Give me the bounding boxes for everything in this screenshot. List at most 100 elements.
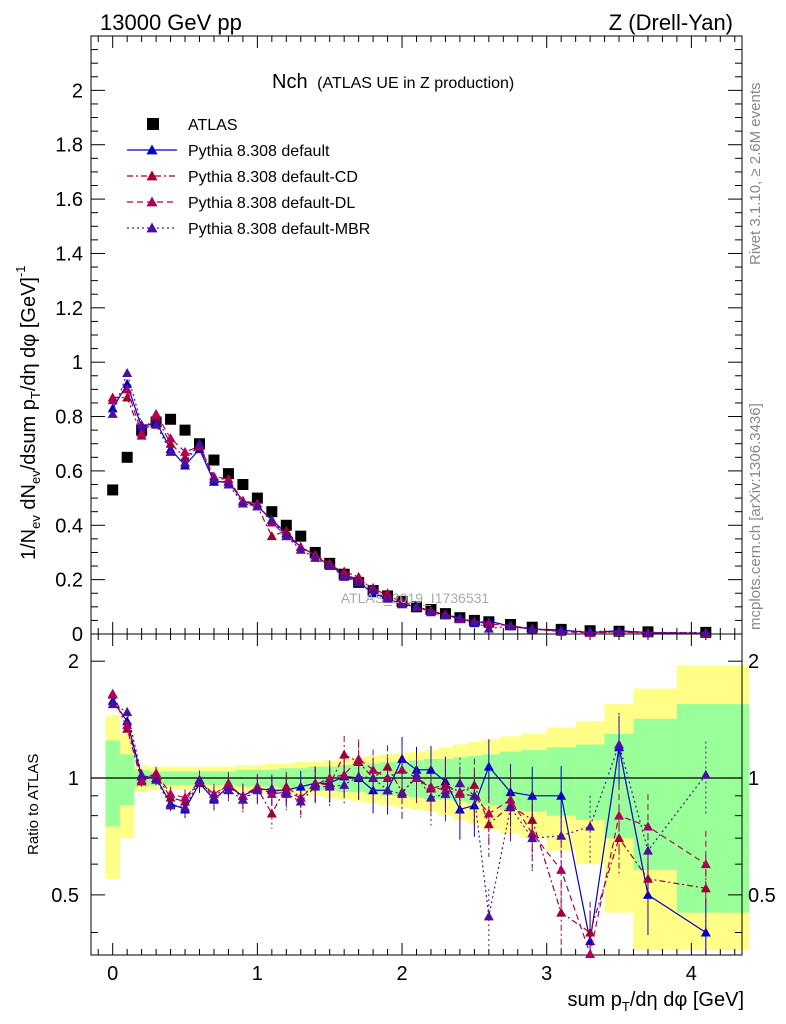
ratio-series-point (107, 688, 118, 698)
ratio-series-point (614, 810, 625, 820)
x-tick-label: 1 (252, 963, 263, 985)
main-series-point (165, 438, 176, 448)
ratio-series-point (425, 781, 436, 791)
band-inner-bin (119, 754, 135, 806)
y-tick-label: 2 (72, 80, 83, 102)
x-tick-label: 0 (107, 963, 118, 985)
ratio-series-point (642, 845, 653, 855)
header-left: 13000 GeV pp (100, 10, 242, 35)
y-tick-label: 0.4 (55, 515, 83, 537)
legend-label: ATLAS (188, 117, 238, 134)
legend-label: Pythia 8.308 default-DL (188, 195, 355, 212)
ratio-series-point (339, 749, 350, 759)
ratio-series-point (136, 774, 147, 784)
main-series-point (425, 607, 436, 617)
main-series-point (382, 593, 393, 603)
ratio-series-point (614, 739, 625, 749)
ratio-series-point (440, 788, 451, 798)
band-inner-bin (676, 704, 750, 913)
ratio-series-line (112, 694, 706, 934)
ratio-series-point (223, 785, 234, 795)
main-series-point (180, 457, 191, 467)
ratio-series-point (252, 785, 263, 795)
atlas-data-point (237, 479, 249, 490)
ratio-series-point (700, 883, 711, 893)
main-series-point (136, 427, 147, 437)
ratio-series-point (556, 864, 567, 874)
main-series-point (440, 610, 451, 620)
ratio-series-point (382, 785, 393, 795)
main-series-point (411, 601, 422, 611)
y-tick-label: 1.8 (55, 135, 83, 157)
plot-title: Nch (ATLAS UE in Z production) (272, 71, 514, 93)
main-series-point (339, 571, 350, 581)
ratio-series-point (122, 719, 133, 729)
axes-frame: 0 1 2 3 4 0 0.2 0.4 0.6 0.8 1 1.2 1.4 1.6 1.8 2 0.5 0.5 1 1… (51, 35, 776, 985)
ratio-series-point (266, 788, 277, 798)
ratio-series-point (208, 792, 219, 802)
y-tick-label: 0.8 (55, 407, 83, 429)
main-series-point (107, 408, 118, 418)
main-series-point (165, 433, 176, 443)
ratio-series-point (165, 788, 176, 798)
main-series-point (585, 626, 596, 636)
main-series-point (208, 474, 219, 484)
ratio-series-point (585, 821, 596, 831)
y-tick-label: 1 (72, 352, 83, 374)
plot-title-main: Nch (272, 71, 308, 93)
ratio-series-point (411, 769, 422, 779)
ratio-series-point (505, 802, 516, 812)
ratio-series-point (237, 794, 248, 804)
main-series-point (614, 625, 625, 635)
ratio-series-point (585, 927, 596, 937)
ratio-series-point (483, 808, 494, 818)
ratio-series-point (454, 778, 465, 788)
analysis-watermark: ATLAS_2019_I1736531 (341, 590, 490, 606)
main-series-point (281, 525, 292, 535)
atlas-data-point (121, 451, 133, 463)
x-axis-label: sum pT/dη dφ [GeV] (567, 989, 744, 1014)
ratio-series-point (310, 781, 321, 791)
main-series-point (368, 585, 379, 595)
x-tick-label: 4 (686, 963, 697, 985)
atlas-data-point (179, 424, 191, 436)
ratio-series-point (151, 768, 162, 778)
atlas-data-point (295, 530, 307, 542)
main-series-point (107, 403, 118, 413)
ratio-series-point (266, 783, 277, 793)
ratio-series-point (180, 802, 191, 812)
legend-label: Pythia 8.308 default-MBR (188, 221, 370, 238)
y-axis-label-main: 1/Nev dNev/dsum pT/dη dφ [GeV]-1 (13, 265, 43, 560)
ratio-series-point (556, 790, 567, 800)
main-series-point (237, 498, 248, 508)
y-tick-label: 1.6 (55, 189, 83, 211)
ratio-series-point (700, 769, 711, 779)
legend-marker (146, 170, 158, 181)
main-series-point (310, 552, 321, 562)
legend-label: Pythia 8.308 default-CD (188, 169, 358, 186)
main-series-point (397, 599, 408, 609)
y-tick-label: 0.2 (55, 570, 83, 592)
y-axis-label-ratio: Ratio to ATLAS (25, 754, 42, 855)
main-series-point (194, 438, 205, 448)
band-inner-bin (633, 718, 677, 870)
main-series-point (122, 368, 133, 378)
ratio-series-point (107, 699, 118, 709)
main-series-point (151, 408, 162, 418)
main-series-point (353, 577, 364, 587)
main-series-point (266, 514, 277, 524)
ratio-y-tick-label-right: 2 (748, 651, 759, 673)
main-series-point (483, 618, 494, 628)
main-series-point (642, 627, 653, 637)
main-series-point (136, 419, 147, 429)
main-series-point (324, 561, 335, 571)
ratio-series-point (382, 761, 393, 771)
main-series-point (505, 621, 516, 631)
side-label-rivet: Rivet 3.1.10, ≥ 2.6M events (747, 83, 764, 266)
atlas-data-point (280, 519, 292, 531)
main-series-point (165, 446, 176, 456)
ratio-series-point (483, 911, 494, 921)
legend-label: Pythia 8.308 default (188, 143, 330, 160)
main-series-point (107, 395, 118, 405)
